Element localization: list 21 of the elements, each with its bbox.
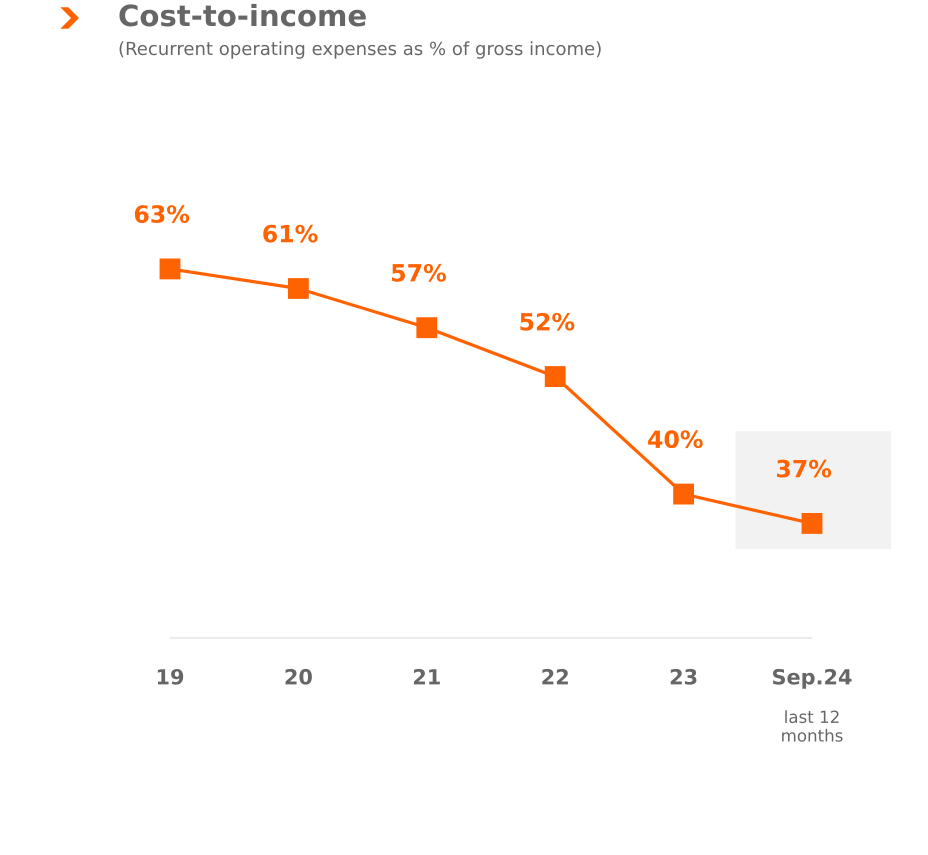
x-tick-label: 21 (414, 668, 440, 684)
data-label: 52% (520, 312, 574, 331)
point (544, 366, 566, 388)
data-label: 57% (392, 264, 446, 282)
point (160, 258, 180, 280)
text: last 12 months (782, 710, 843, 742)
data-label: 37% (776, 460, 832, 478)
x-tick-label: Sep.24 (773, 668, 852, 689)
x-tick-label: 20 (286, 668, 312, 685)
point (673, 484, 694, 504)
chart-subtitle: (Recurrent operating expenses as % of gross income) (120, 41, 601, 59)
point (802, 513, 822, 534)
point (288, 278, 309, 299)
data-label: 63% (134, 205, 190, 223)
chart-title: Cost-to-income (119, 4, 366, 26)
x-tick-label: 22 (542, 668, 568, 684)
data-label: 40% (648, 430, 703, 448)
data-label: 61% (263, 224, 318, 243)
x-tick-label: 23 (670, 668, 696, 685)
x-tick-label: 19 (158, 668, 184, 685)
point (416, 317, 438, 338)
